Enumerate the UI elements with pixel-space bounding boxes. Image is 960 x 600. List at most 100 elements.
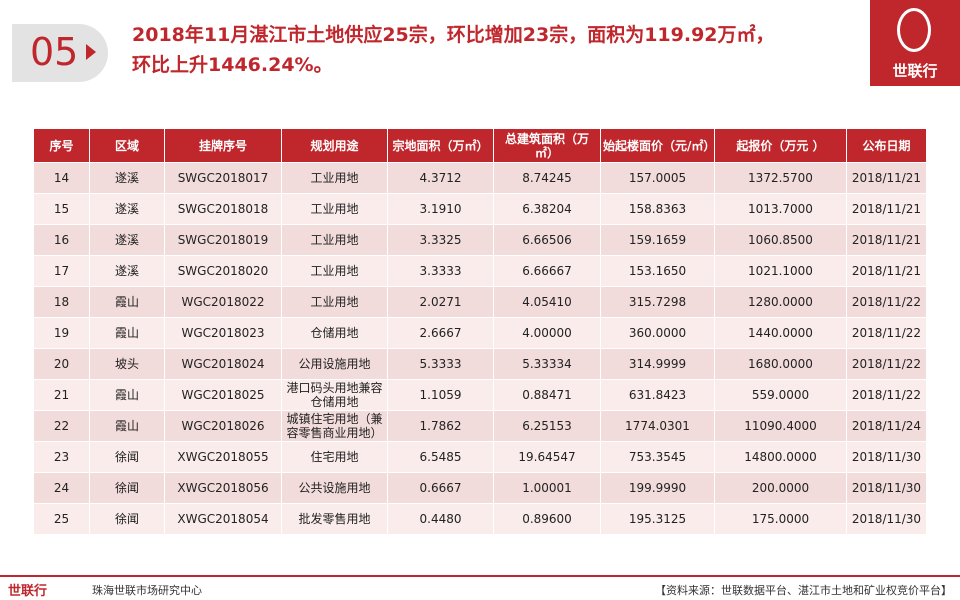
column-header: 挂牌序号 <box>164 128 282 163</box>
table-body: 14 遂溪 SWGC2018017 工业用地 4.3712 8.74245 157.0005… <box>33 162 927 535</box>
table-cell: 6.5485 <box>387 441 494 473</box>
table-row: 20 坡头 WGC2018024 公用设施用地 5.3333 5.33334 314.999… <box>33 348 927 380</box>
table-cell: 工业用地 <box>281 224 388 256</box>
table-cell: 仓储用地 <box>281 317 388 349</box>
table-cell: 遂溪 <box>89 224 165 256</box>
table-cell: 2018/11/30 <box>846 441 927 473</box>
column-header: 始起楼面价（元/㎡） <box>600 128 715 163</box>
table-cell: 11090.4000 <box>714 410 847 442</box>
table-cell: 1774.0301 <box>600 410 715 442</box>
table-cell: 5.3333 <box>387 348 494 380</box>
table-cell: 3.1910 <box>387 193 494 225</box>
table-cell: 19.64547 <box>493 441 601 473</box>
table-cell: 徐闻 <box>89 472 165 504</box>
table-cell: 港口码头用地兼容仓储用地 <box>281 379 388 411</box>
column-header: 公布日期 <box>846 128 927 163</box>
table-cell: 21 <box>33 379 90 411</box>
table-cell: 住宅用地 <box>281 441 388 473</box>
table-cell: 工业用地 <box>281 193 388 225</box>
table-cell: 753.3545 <box>600 441 715 473</box>
title: 2018年11月湛江市土地供应25宗，环比增加23宗，面积为119.92万㎡， … <box>132 20 775 80</box>
table-cell: 360.0000 <box>600 317 715 349</box>
table-cell: 1021.1000 <box>714 255 847 287</box>
table-cell: 200.0000 <box>714 472 847 504</box>
table-cell: 霞山 <box>89 286 165 318</box>
table-cell: 8.74245 <box>493 162 601 194</box>
column-header: 总建筑面积（万㎡） <box>493 128 601 163</box>
table-cell: 6.66667 <box>493 255 601 287</box>
table-cell: 22 <box>33 410 90 442</box>
table-cell: 175.0000 <box>714 503 847 535</box>
table-cell: 工业用地 <box>281 162 388 194</box>
header-row: 序号 区域 挂牌序号 规划用途 宗地面积（万㎡） 总建筑面积（万㎡） 始起楼面价（元/㎡）起… <box>33 128 927 163</box>
table-cell: 遂溪 <box>89 162 165 194</box>
table-cell: 2018/11/30 <box>846 503 927 535</box>
table-row: 16 遂溪 SWGC2018019 工业用地 3.3325 6.66506 159.1659… <box>33 224 927 256</box>
table-cell: WGC2018023 <box>164 317 282 349</box>
logo-mark <box>897 8 931 52</box>
table-row: 14 遂溪 SWGC2018017 工业用地 4.3712 8.74245 157.0005… <box>33 162 927 194</box>
table-cell: 159.1659 <box>600 224 715 256</box>
logo-text: 世联行 <box>892 62 938 80</box>
table-row: 25 徐闻 XWGC2018054 批发零售用地 0.4480 0.89600 195.31… <box>33 503 927 535</box>
table-row: 19 霞山 WGC2018023 仓储用地 2.6667 4.00000 360.0000 1… <box>33 317 927 349</box>
footer-source: 【资料来源：世联数据平台、湛江市土地和矿业权竞价平台】 <box>655 584 952 597</box>
table-cell: 工业用地 <box>281 255 388 287</box>
table-row: 21 霞山 WGC2018025 港口码头用地兼容仓储用地 1.1059 0.88471 6… <box>33 379 927 411</box>
table-cell: WGC2018026 <box>164 410 282 442</box>
table-cell: 2018/11/24 <box>846 410 927 442</box>
table-cell: 工业用地 <box>281 286 388 318</box>
table-cell: 1.7862 <box>387 410 494 442</box>
footer-logo: 世联行 <box>8 584 48 599</box>
table-cell: 徐闻 <box>89 503 165 535</box>
table-cell: 2018/11/22 <box>846 379 927 411</box>
table-cell: XWGC2018054 <box>164 503 282 535</box>
table-cell: 23 <box>33 441 90 473</box>
table-cell: 4.05410 <box>493 286 601 318</box>
table-cell: 遂溪 <box>89 255 165 287</box>
table-cell: 25 <box>33 503 90 535</box>
table-cell: 2018/11/22 <box>846 348 927 380</box>
table-cell: WGC2018022 <box>164 286 282 318</box>
table-cell: 6.66506 <box>493 224 601 256</box>
table-cell: 2018/11/21 <box>846 193 927 225</box>
land-table: 序号 区域 挂牌序号 规划用途 宗地面积（万㎡） 总建筑面积（万㎡） 始起楼面价（元/㎡）起… <box>33 128 927 535</box>
table-cell: 157.0005 <box>600 162 715 194</box>
table-row: 23 徐闻 XWGC2018055 住宅用地 6.5485 19.64547 753.354… <box>33 441 927 473</box>
table-cell: XWGC2018055 <box>164 441 282 473</box>
table-cell: 5.33334 <box>493 348 601 380</box>
table-row: 18 霞山 WGC2018022 工业用地 2.0271 4.05410 315.7298 1… <box>33 286 927 318</box>
table-cell: 1440.0000 <box>714 317 847 349</box>
table-cell: 2018/11/30 <box>846 472 927 504</box>
table-cell: 城镇住宅用地（兼容零售商业用地） <box>281 410 388 442</box>
column-header: 宗地面积（万㎡） <box>387 128 494 163</box>
table-cell: XWGC2018056 <box>164 472 282 504</box>
table-cell: 2.0271 <box>387 286 494 318</box>
table-cell: 4.3712 <box>387 162 494 194</box>
table-cell: 徐闻 <box>89 441 165 473</box>
table-cell: SWGC2018017 <box>164 162 282 194</box>
table-cell: WGC2018024 <box>164 348 282 380</box>
table-cell: 1013.7000 <box>714 193 847 225</box>
table-cell: 霞山 <box>89 379 165 411</box>
table-cell: 2.6667 <box>387 317 494 349</box>
table-cell: 1372.5700 <box>714 162 847 194</box>
table-cell: 631.8423 <box>600 379 715 411</box>
table-cell: 1280.0000 <box>714 286 847 318</box>
table-cell: SWGC2018019 <box>164 224 282 256</box>
table-cell: 霞山 <box>89 317 165 349</box>
column-header: 区域 <box>89 128 165 163</box>
column-header: 序号 <box>33 128 90 163</box>
table-cell: SWGC2018020 <box>164 255 282 287</box>
table-cell: 199.9990 <box>600 472 715 504</box>
table-cell: 158.8363 <box>600 193 715 225</box>
column-header: 起报价（万元 ） <box>714 128 847 163</box>
table-cell: 17 <box>33 255 90 287</box>
table-cell: 霞山 <box>89 410 165 442</box>
table-cell: 0.6667 <box>387 472 494 504</box>
table-cell: WGC2018025 <box>164 379 282 411</box>
table-cell: 4.00000 <box>493 317 601 349</box>
table-cell: 14 <box>33 162 90 194</box>
table-row: 24 徐闻 XWGC2018056 公共设施用地 0.6667 1.00001 199.99… <box>33 472 927 504</box>
